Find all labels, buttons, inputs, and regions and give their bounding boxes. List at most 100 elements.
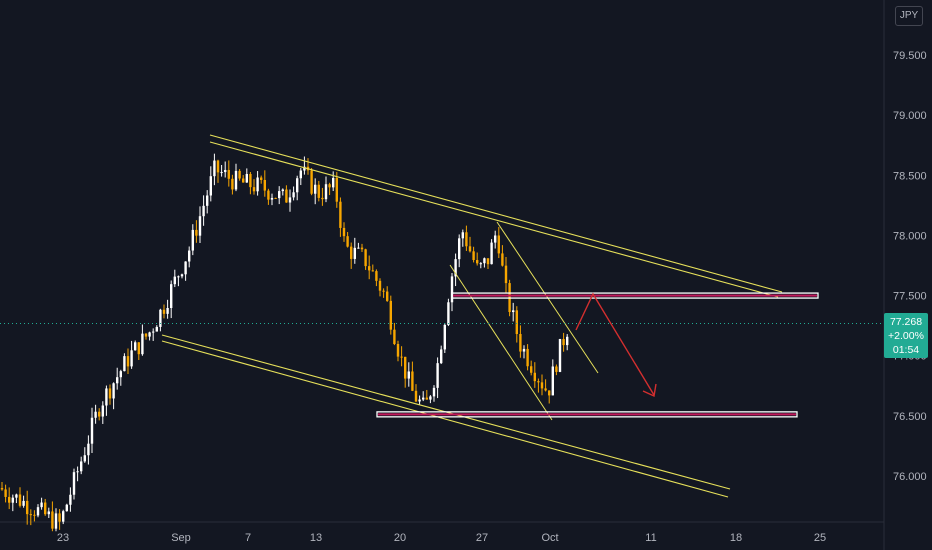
candle-body bbox=[512, 310, 515, 313]
candle-body bbox=[292, 192, 295, 198]
candle-body bbox=[504, 265, 508, 284]
candle-body bbox=[180, 274, 184, 277]
candle-body bbox=[450, 276, 454, 303]
candle-body bbox=[335, 177, 338, 202]
candle-body bbox=[317, 184, 320, 198]
candle-body bbox=[461, 232, 464, 239]
price-tick-label: 79.000 bbox=[893, 110, 927, 122]
candle-body bbox=[530, 366, 533, 373]
candle-body bbox=[184, 261, 187, 275]
candle-body bbox=[15, 494, 18, 498]
candle-body bbox=[494, 235, 497, 243]
candle-body bbox=[87, 443, 90, 456]
candle-body bbox=[256, 177, 259, 192]
price-tick-label: 76.500 bbox=[893, 411, 927, 423]
candle-body bbox=[414, 390, 418, 402]
candle-body bbox=[299, 170, 302, 179]
candle-body bbox=[83, 455, 86, 462]
candle-body bbox=[51, 511, 54, 529]
candle-body bbox=[555, 366, 558, 372]
candle-body bbox=[378, 280, 382, 291]
candle-body bbox=[216, 160, 220, 173]
candle-body bbox=[558, 339, 562, 372]
candle-body bbox=[22, 500, 25, 506]
candle-body bbox=[105, 388, 108, 406]
candle-body bbox=[314, 184, 317, 194]
candle-body bbox=[497, 235, 500, 254]
time-tick-label: 20 bbox=[394, 532, 406, 544]
support-zone bbox=[376, 411, 798, 418]
candle-body bbox=[148, 332, 151, 337]
wedge-line-lower bbox=[449, 264, 553, 421]
candle-body bbox=[274, 197, 277, 199]
candle-body bbox=[479, 263, 482, 265]
candle-body bbox=[209, 176, 212, 196]
candle-body bbox=[90, 417, 94, 444]
candle-body bbox=[339, 201, 342, 228]
candle-body bbox=[26, 500, 29, 515]
candle-body bbox=[144, 333, 148, 337]
candle-body bbox=[371, 270, 374, 272]
candle-body bbox=[422, 397, 425, 400]
currency-button[interactable]: JPY bbox=[895, 6, 923, 26]
drawings bbox=[161, 134, 819, 498]
resistance-zone bbox=[451, 292, 819, 299]
candle-body bbox=[116, 377, 119, 384]
candles bbox=[0, 153, 569, 532]
candle-body bbox=[72, 472, 76, 495]
candle-body bbox=[94, 411, 97, 418]
candle-body bbox=[486, 258, 490, 265]
candle-body bbox=[332, 177, 335, 188]
candle-body bbox=[65, 504, 68, 512]
candle-body bbox=[130, 350, 133, 367]
candle-body bbox=[4, 489, 7, 497]
candle-body bbox=[173, 276, 176, 285]
candle-body bbox=[328, 184, 331, 188]
candle-body bbox=[346, 236, 349, 247]
candle-body bbox=[8, 496, 11, 503]
candle-body bbox=[170, 284, 173, 308]
candle-body bbox=[364, 249, 367, 267]
candle-body bbox=[245, 173, 248, 183]
channel-upper-line-outer bbox=[209, 134, 783, 293]
candle-body bbox=[321, 197, 324, 200]
candle-body bbox=[29, 514, 32, 516]
candle-body bbox=[278, 191, 281, 199]
candle-body bbox=[357, 247, 360, 249]
candle-body bbox=[227, 169, 230, 179]
candle-body bbox=[522, 348, 526, 352]
channel-lower-line-inner bbox=[161, 340, 729, 498]
candle-body bbox=[202, 205, 205, 217]
candle-body bbox=[515, 310, 518, 334]
candle-body bbox=[389, 300, 392, 330]
candle-body bbox=[159, 309, 162, 327]
candle-body bbox=[548, 390, 551, 396]
candle-body bbox=[112, 383, 115, 399]
candle-body bbox=[98, 411, 101, 417]
candle-body bbox=[242, 178, 245, 183]
candle-body bbox=[44, 502, 47, 515]
candle-body bbox=[213, 160, 216, 177]
candle-body bbox=[418, 399, 421, 402]
candle-body bbox=[454, 259, 457, 277]
candle-body bbox=[166, 307, 169, 314]
time-tick-label: 18 bbox=[730, 532, 742, 544]
time-tick-label: Sep bbox=[171, 532, 191, 544]
candle-body bbox=[440, 349, 443, 364]
candle-body bbox=[162, 309, 166, 314]
candle-body bbox=[119, 371, 122, 378]
candle-body bbox=[285, 189, 288, 203]
bar-countdown: 01:54 bbox=[892, 344, 920, 356]
candle-body bbox=[238, 170, 241, 179]
candle-body bbox=[472, 251, 475, 261]
candle-body bbox=[76, 471, 79, 473]
candle-body bbox=[134, 342, 137, 351]
projection-arrow-path bbox=[575, 292, 655, 396]
candle-body bbox=[490, 242, 493, 265]
candle-body bbox=[36, 507, 40, 516]
price-tick-label: 76.000 bbox=[893, 471, 927, 483]
candle-body bbox=[0, 488, 4, 490]
candle-body bbox=[429, 396, 432, 400]
candle-body bbox=[234, 170, 238, 190]
